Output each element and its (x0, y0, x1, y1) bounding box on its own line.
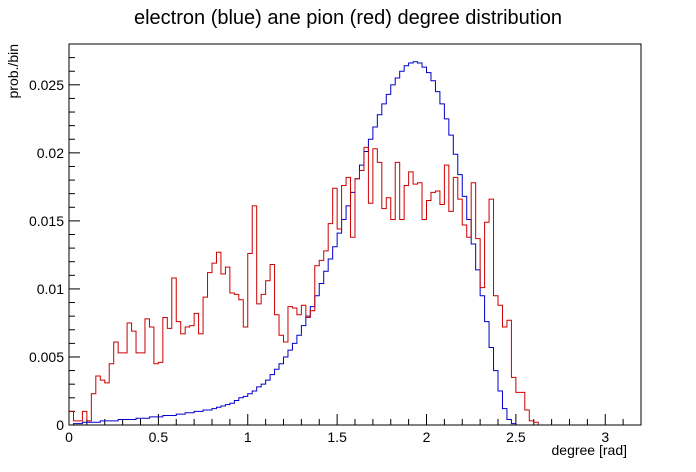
x-tick-label: 2.5 (506, 429, 526, 445)
y-tick-label: 0.02 (37, 145, 64, 161)
y-tick-label: 0 (56, 417, 64, 433)
x-tick-label: 2 (423, 429, 431, 445)
y-tick-label: 0.025 (29, 77, 64, 93)
pion-histogram-line (68, 146, 641, 426)
chart-title: electron (blue) ane pion (red) degree di… (134, 7, 562, 29)
x-axis-label: degree [rad] (552, 442, 628, 458)
x-tick-label: 0.5 (149, 429, 169, 445)
x-tick-label: 1 (244, 429, 252, 445)
x-tick-label: 0 (65, 429, 73, 445)
x-tick-label: 3 (601, 429, 609, 445)
plot-frame (68, 43, 642, 426)
series-group (68, 61, 641, 426)
electron-histogram-line (69, 61, 641, 426)
y-axis-label: prob./bin (5, 44, 21, 98)
y-tick-label: 0.005 (29, 349, 64, 365)
axes-group: 0 0.5 1 1.5 2 2.5 3 0 0.005 0.01 0.015 0.02 0.025 (29, 43, 642, 445)
y-tick-label: 0.01 (37, 281, 64, 297)
y-tick-label: 0.015 (29, 213, 64, 229)
x-tick-label: 1.5 (327, 429, 347, 445)
